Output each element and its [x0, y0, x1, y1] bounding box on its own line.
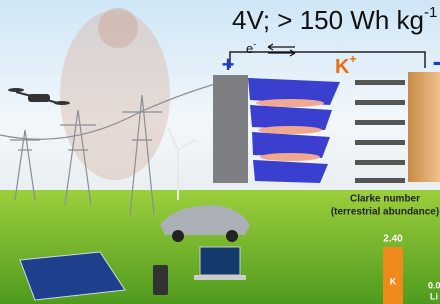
- positive-sign: +: [222, 52, 235, 77]
- headline: 4V; > 150 Wh kg-1: [232, 4, 437, 35]
- anode-collector: [408, 72, 440, 182]
- bar-name: K: [390, 276, 397, 286]
- head: [98, 8, 138, 48]
- bar-value: 2.40: [383, 234, 403, 245]
- negative-sign: -: [433, 46, 440, 76]
- cathode-collector: [213, 75, 248, 183]
- illustration: e- K+ + - 4V; > 150 Wh kg-1 Clarke numbe…: [0, 0, 440, 304]
- clarke-subtitle: (terrestrial abundance): [331, 207, 439, 218]
- bar-name: Li: [430, 291, 438, 301]
- clarke-title: Clarke number: [350, 194, 420, 205]
- bar-value: 0.00: [428, 280, 440, 290]
